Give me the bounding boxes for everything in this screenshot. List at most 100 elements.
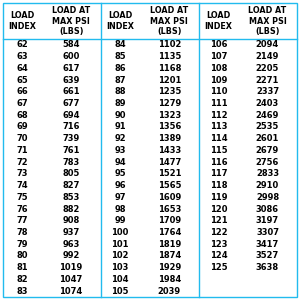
Text: 100: 100 xyxy=(111,228,129,237)
Text: 99: 99 xyxy=(114,216,126,225)
Text: 783: 783 xyxy=(62,158,80,166)
Text: 2039: 2039 xyxy=(158,286,181,296)
Text: 81: 81 xyxy=(16,263,28,272)
Text: 761: 761 xyxy=(62,146,80,155)
Text: 2403: 2403 xyxy=(256,99,279,108)
Text: 1323: 1323 xyxy=(158,111,181,120)
Text: 112: 112 xyxy=(210,111,227,120)
Text: 110: 110 xyxy=(210,87,227,96)
Text: 71: 71 xyxy=(16,146,28,155)
Text: 78: 78 xyxy=(16,228,28,237)
Text: 1168: 1168 xyxy=(158,64,181,73)
Text: 120: 120 xyxy=(210,205,227,214)
Text: 63: 63 xyxy=(16,52,28,61)
Text: 1764: 1764 xyxy=(158,228,181,237)
Text: 853: 853 xyxy=(62,193,80,202)
Text: 103: 103 xyxy=(111,263,129,272)
Text: 1819: 1819 xyxy=(158,240,181,249)
Text: 87: 87 xyxy=(114,76,126,85)
Text: 1477: 1477 xyxy=(158,158,181,166)
Text: 117: 117 xyxy=(210,169,227,178)
Text: 73: 73 xyxy=(16,169,28,178)
Text: 115: 115 xyxy=(210,146,227,155)
Text: 3086: 3086 xyxy=(256,205,279,214)
Text: 105: 105 xyxy=(111,286,129,296)
Text: 1929: 1929 xyxy=(158,263,181,272)
Text: 1102: 1102 xyxy=(158,40,181,50)
Text: 827: 827 xyxy=(62,181,80,190)
Text: 1135: 1135 xyxy=(158,52,181,61)
Text: 600: 600 xyxy=(62,52,80,61)
Text: 72: 72 xyxy=(16,158,28,166)
Text: 88: 88 xyxy=(114,87,126,96)
Text: 1565: 1565 xyxy=(158,181,181,190)
Text: 102: 102 xyxy=(111,251,129,260)
Text: 64: 64 xyxy=(16,64,28,73)
Text: 114: 114 xyxy=(210,134,227,143)
Text: 107: 107 xyxy=(210,52,227,61)
Text: 68: 68 xyxy=(16,111,28,120)
Text: 3197: 3197 xyxy=(256,216,279,225)
Text: 2094: 2094 xyxy=(256,40,279,50)
Text: 1521: 1521 xyxy=(158,169,181,178)
Text: 805: 805 xyxy=(62,169,80,178)
Text: 2337: 2337 xyxy=(256,87,279,96)
Text: 84: 84 xyxy=(114,40,126,50)
Text: 1047: 1047 xyxy=(59,275,83,284)
Text: 1235: 1235 xyxy=(158,87,181,96)
Text: 119: 119 xyxy=(210,193,227,202)
Text: 94: 94 xyxy=(114,158,126,166)
Text: 95: 95 xyxy=(114,169,126,178)
Text: 2910: 2910 xyxy=(256,181,279,190)
Text: 2601: 2601 xyxy=(256,134,279,143)
Text: 121: 121 xyxy=(210,216,227,225)
Text: 106: 106 xyxy=(210,40,227,50)
Text: 3638: 3638 xyxy=(256,263,279,272)
Text: 65: 65 xyxy=(16,76,28,85)
Text: 90: 90 xyxy=(114,111,126,120)
Text: 76: 76 xyxy=(16,205,28,214)
Text: LOAD AT
MAX PSI
(LBS): LOAD AT MAX PSI (LBS) xyxy=(52,6,90,36)
Text: 661: 661 xyxy=(62,87,80,96)
Text: 80: 80 xyxy=(16,251,28,260)
Text: 97: 97 xyxy=(114,193,126,202)
Text: 882: 882 xyxy=(62,205,80,214)
Text: 113: 113 xyxy=(210,122,227,131)
Text: 1609: 1609 xyxy=(158,193,181,202)
Text: 1433: 1433 xyxy=(158,146,181,155)
Text: 109: 109 xyxy=(210,76,227,85)
Text: 91: 91 xyxy=(114,122,126,131)
Text: 677: 677 xyxy=(62,99,80,108)
Text: LOAD
INDEX: LOAD INDEX xyxy=(8,11,36,31)
Text: 86: 86 xyxy=(114,64,126,73)
Text: 82: 82 xyxy=(16,275,28,284)
Text: 1074: 1074 xyxy=(59,286,83,296)
Text: 3307: 3307 xyxy=(256,228,279,237)
Text: 2833: 2833 xyxy=(256,169,279,178)
Text: 92: 92 xyxy=(114,134,126,143)
Text: 125: 125 xyxy=(210,263,227,272)
Text: 116: 116 xyxy=(210,158,227,166)
Text: 1389: 1389 xyxy=(158,134,181,143)
Text: 101: 101 xyxy=(111,240,129,249)
Text: 1874: 1874 xyxy=(158,251,181,260)
Text: 98: 98 xyxy=(114,205,126,214)
Text: 66: 66 xyxy=(16,87,28,96)
Text: 75: 75 xyxy=(16,193,28,202)
Text: 104: 104 xyxy=(111,275,129,284)
Text: LOAD
INDEX: LOAD INDEX xyxy=(106,11,134,31)
Text: 2205: 2205 xyxy=(256,64,279,73)
Text: 2756: 2756 xyxy=(256,158,279,166)
Text: 1279: 1279 xyxy=(158,99,181,108)
Text: 77: 77 xyxy=(16,216,28,225)
Text: 96: 96 xyxy=(114,181,126,190)
Text: 123: 123 xyxy=(210,240,227,249)
Text: 908: 908 xyxy=(62,216,80,225)
Text: LOAD AT
MAX PSI
(LBS): LOAD AT MAX PSI (LBS) xyxy=(248,6,286,36)
Text: 69: 69 xyxy=(16,122,28,131)
Text: LOAD
INDEX: LOAD INDEX xyxy=(205,11,232,31)
Text: 2271: 2271 xyxy=(256,76,279,85)
Text: 694: 694 xyxy=(62,111,80,120)
Text: 89: 89 xyxy=(114,99,126,108)
Text: 1984: 1984 xyxy=(158,275,181,284)
